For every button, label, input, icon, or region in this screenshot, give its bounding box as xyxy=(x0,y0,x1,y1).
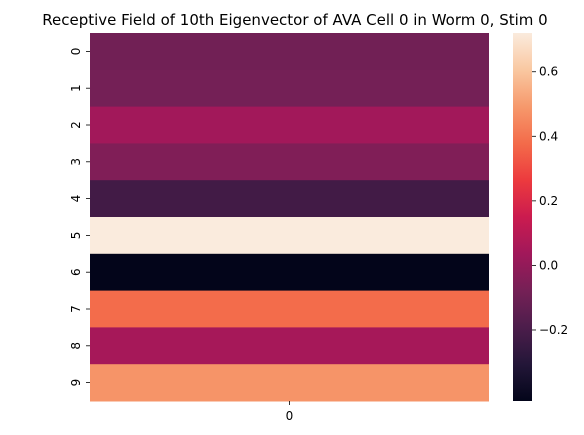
chart-title: Receptive Field of 10th Eigenvector of A… xyxy=(42,11,547,29)
heatmap-cell-row-1 xyxy=(90,69,489,108)
y-tick-label: 7 xyxy=(69,305,83,313)
y-tick-label: 1 xyxy=(69,84,83,92)
heatmap-cell-row-4 xyxy=(90,180,489,218)
y-tick-label: 5 xyxy=(69,232,83,240)
y-tick-label: 0 xyxy=(69,48,83,56)
heatmap-cell-row-0 xyxy=(90,33,489,71)
y-tick-label: 3 xyxy=(69,158,83,166)
heatmap-cell-row-5 xyxy=(90,217,489,255)
heatmap-cell-row-8 xyxy=(90,327,489,365)
y-axis-ticks: 0 1 2 3 4 5 6 7 8 9 xyxy=(69,48,90,387)
heatmap-cell-row-6 xyxy=(90,253,489,292)
colorbar-ticks: −0.2 0.0 0.2 0.4 0.6 xyxy=(532,65,568,337)
y-tick-label: 6 xyxy=(69,268,83,276)
x-tick-label: 0 xyxy=(286,409,294,423)
y-tick-label: 8 xyxy=(69,342,83,350)
colorbar-tick-label: 0.2 xyxy=(539,194,558,208)
heatmap-cells xyxy=(90,33,489,402)
colorbar-tick-label: 0.4 xyxy=(539,129,558,143)
colorbar-tick-label: −0.2 xyxy=(539,323,568,337)
y-tick-label: 4 xyxy=(69,195,83,203)
colorbar xyxy=(513,33,532,401)
heatmap-cell-row-2 xyxy=(90,106,489,144)
colorbar-tick-label: 0.6 xyxy=(539,65,558,79)
heatmap-cell-row-9 xyxy=(90,364,489,402)
colorbar-tick-label: 0.0 xyxy=(539,258,558,272)
heatmap-cell-row-7 xyxy=(90,290,489,328)
y-tick-label: 2 xyxy=(69,121,83,129)
x-axis-ticks: 0 xyxy=(286,401,294,423)
y-tick-label: 9 xyxy=(69,379,83,387)
heatmap-cell-row-3 xyxy=(90,143,489,181)
